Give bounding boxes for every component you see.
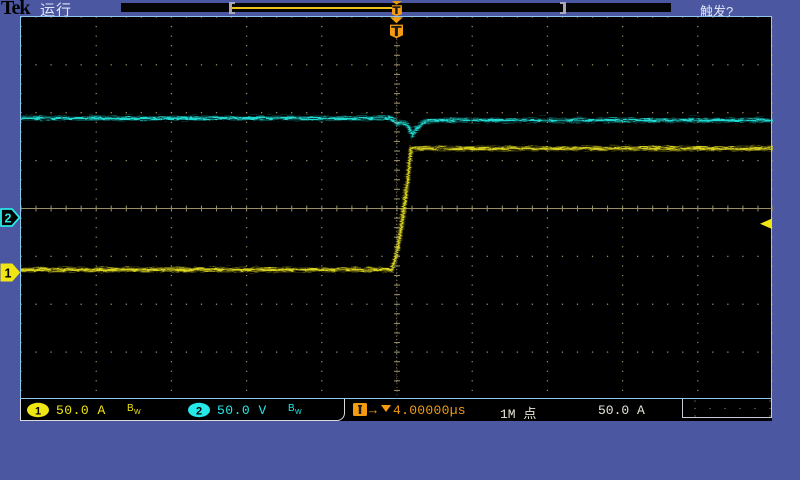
svg-text:B: B (127, 403, 134, 414)
svg-text:W: W (134, 409, 141, 416)
svg-text:1: 1 (5, 267, 12, 281)
svg-text:2: 2 (5, 212, 12, 226)
svg-text:1: 1 (35, 406, 41, 418)
svg-text:B: B (288, 403, 295, 414)
svg-text:W: W (295, 409, 302, 416)
svg-text:2: 2 (196, 406, 202, 418)
